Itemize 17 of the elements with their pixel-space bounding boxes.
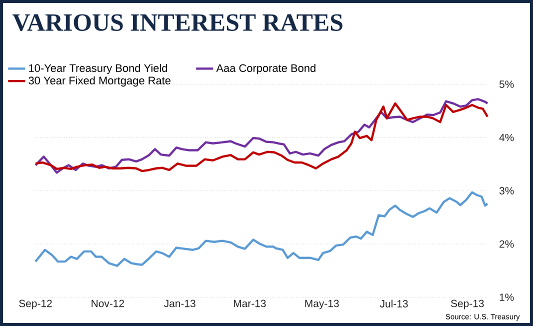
y-tick-label: 2%: [500, 240, 514, 248]
x-tick-label: Sep-13: [450, 300, 484, 310]
line-series: [34, 191, 489, 267]
legend-label: 10-Year Treasury Bond Yield: [29, 64, 168, 74]
x-tick-label: Nov-12: [92, 300, 124, 308]
y-tick-label: 4%: [499, 134, 514, 142]
y-tick-label: 5%: [499, 80, 514, 88]
chart-title: VARIOUS INTEREST RATES: [12, 14, 342, 32]
x-tick-label: Mar-13: [234, 300, 266, 308]
x-tick-label: May-13: [305, 300, 339, 310]
legend-label: Aaa Corporate Bond: [216, 64, 316, 74]
y-tick-label: 3%: [499, 187, 514, 194]
x-tick-label: Jul-13: [380, 300, 408, 308]
y-tick-label: 1%: [500, 294, 514, 301]
legend-label: 30 Year Fixed Mortgage Rate: [28, 76, 170, 87]
x-tick-label: Jan-13: [164, 300, 196, 308]
x-tick-label: Sep-12: [19, 300, 52, 310]
